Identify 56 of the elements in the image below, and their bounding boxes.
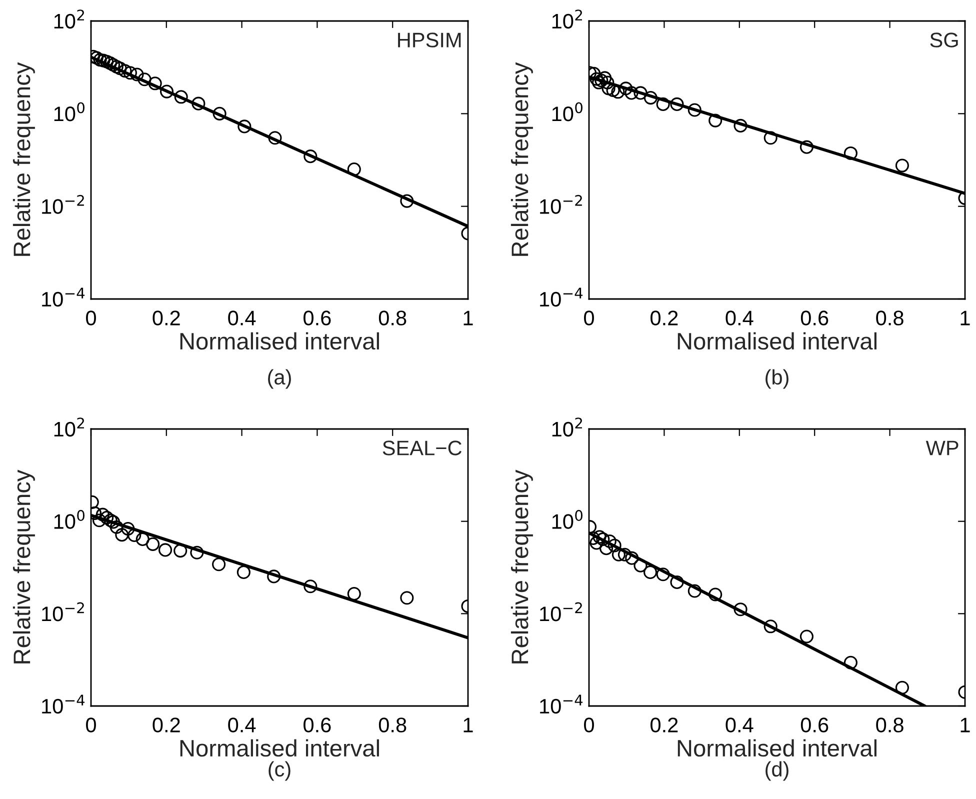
chart-title: SG: [930, 32, 958, 48]
x-tick-label: 0.8: [876, 310, 904, 326]
x-tick-label: 0: [584, 310, 594, 326]
text: (d): [766, 761, 788, 781]
x-tick-label: 0.4: [228, 310, 256, 326]
x-tick-label: 0.8: [378, 718, 406, 732]
chart-title: SEAL−C: [382, 440, 462, 456]
y-tick-label: 10$^{0}$: [552, 510, 582, 529]
y-tick-label: 10$^{−4}$: [540, 288, 583, 307]
y-tick-label: 10$^{−2}$: [42, 194, 84, 214]
x-tick-label: 1: [464, 310, 473, 326]
x-tick-label: 0.2: [650, 310, 678, 326]
text: (b): [766, 369, 788, 389]
x-tick-label: 0.6: [304, 718, 331, 732]
x-tick-label: 0: [86, 718, 96, 732]
y-tick-label: 10$^{−2}$: [540, 602, 582, 622]
y-tick-label: 10$^{2}$: [552, 418, 582, 437]
x-tick-label: 1: [960, 718, 970, 732]
y-axis-title: Relative frequency: [12, 470, 35, 664]
x-tick-label: 0.2: [152, 310, 180, 326]
y-tick-label: 10$^{−2}$: [540, 194, 582, 214]
x-axis-title: Normalised interval: [180, 332, 379, 350]
y-tick-label: 10$^{2}$: [54, 10, 84, 29]
x-tick-label: 1: [464, 718, 473, 732]
x-tick-label: 0.4: [228, 718, 256, 732]
y-tick-label: 10$^{0}$: [54, 102, 84, 122]
y-tick-label: 10$^{0}$: [552, 102, 582, 122]
y-tick-label: 10$^{−4}$: [42, 694, 85, 714]
x-tick-label: 1: [960, 310, 970, 326]
y-axis-title: Relative frequency: [12, 62, 35, 256]
x-axis-title: Normalised interval: [678, 332, 876, 350]
x-tick-label: 0.8: [378, 310, 406, 326]
text: (c): [268, 761, 290, 781]
x-tick-label: 0.2: [152, 718, 180, 732]
x-tick-label: 0.6: [800, 310, 828, 326]
chart-title: HPSIM: [398, 32, 461, 48]
y-axis-title: Relative frequency: [510, 62, 533, 256]
x-tick-label: 0.4: [726, 310, 754, 326]
y-tick-label: 10$^{2}$: [552, 10, 582, 29]
x-tick-label: 0.6: [800, 718, 828, 732]
x-axis-title: Normalised interval: [678, 739, 876, 757]
x-tick-label: 0.8: [876, 718, 904, 732]
chart-title: WP: [926, 440, 958, 456]
x-tick-label: 0.6: [304, 310, 331, 326]
x-tick-label: 0.2: [650, 718, 678, 732]
x-axis-title: Normalised interval: [180, 739, 379, 757]
x-tick-label: 0: [86, 310, 96, 326]
y-tick-label: 10$^{0}$: [54, 510, 84, 529]
y-tick-label: 10$^{2}$: [54, 418, 84, 437]
y-axis-title: Relative frequency: [510, 470, 533, 664]
x-tick-label: 0: [584, 718, 594, 732]
y-tick-label: 10$^{−4}$: [540, 694, 583, 714]
y-tick-label: 10$^{−4}$: [42, 288, 85, 307]
text: (a): [268, 369, 291, 389]
x-tick-label: 0.4: [726, 718, 754, 732]
y-tick-label: 10$^{−2}$: [42, 602, 84, 622]
